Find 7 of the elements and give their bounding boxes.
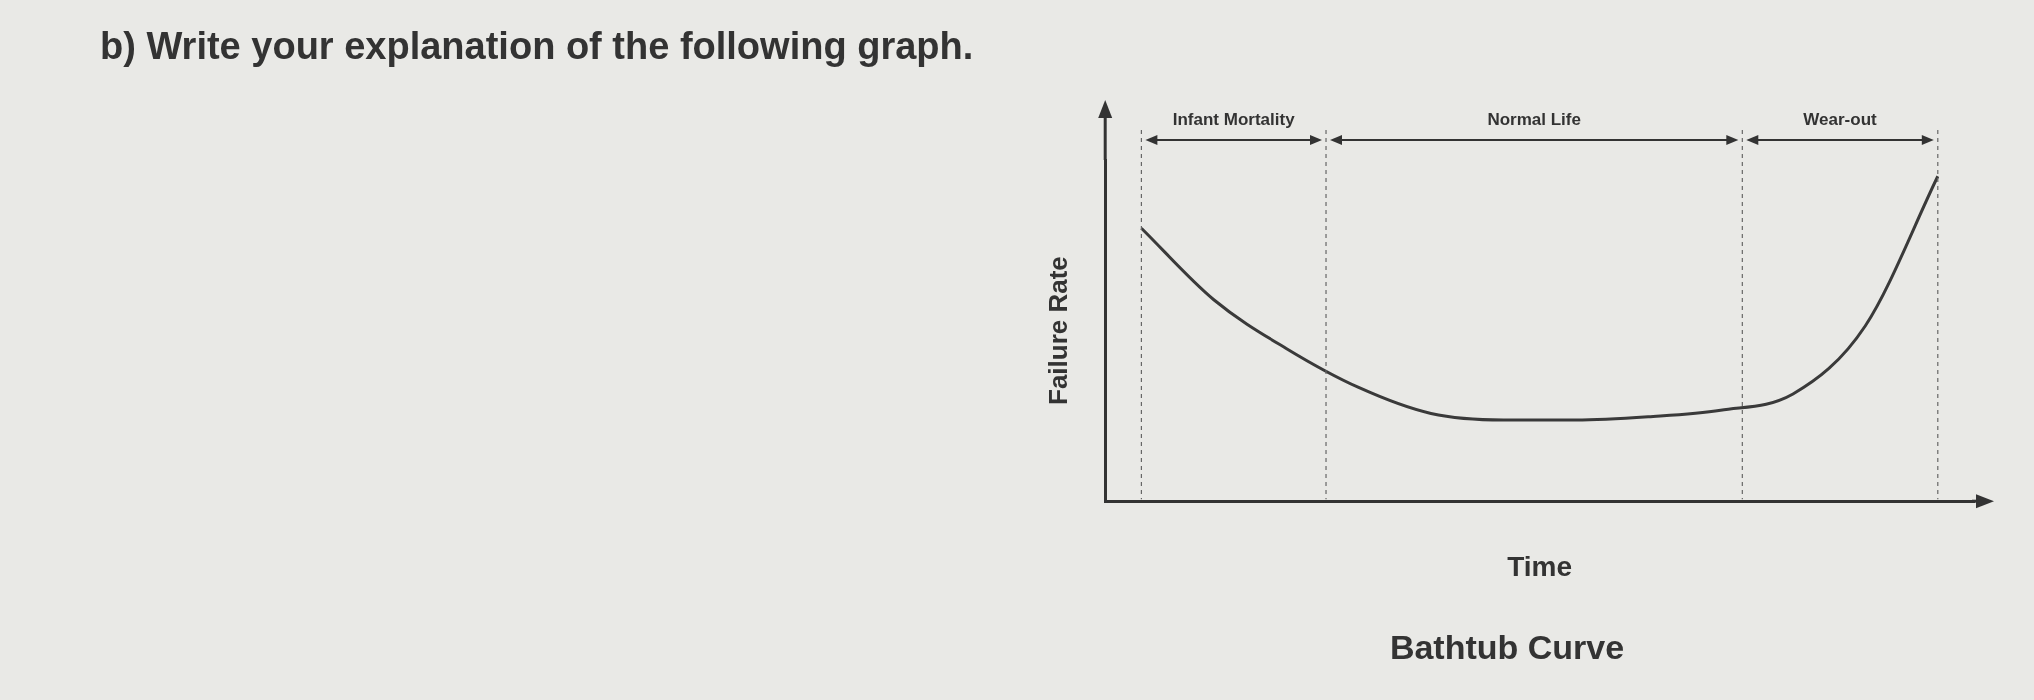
text: Bathtub Curve <box>1389 627 1625 666</box>
y-axis-title: Failure Rate <box>1042 256 1073 406</box>
x-axis-title: Time <box>1507 551 1573 583</box>
text: b) Write your explanation of the following graph. <box>100 24 975 69</box>
text: Normal Life <box>1486 110 1582 130</box>
text: Infant Mortality <box>1171 110 1296 130</box>
text: Wear-out <box>1802 110 1878 130</box>
